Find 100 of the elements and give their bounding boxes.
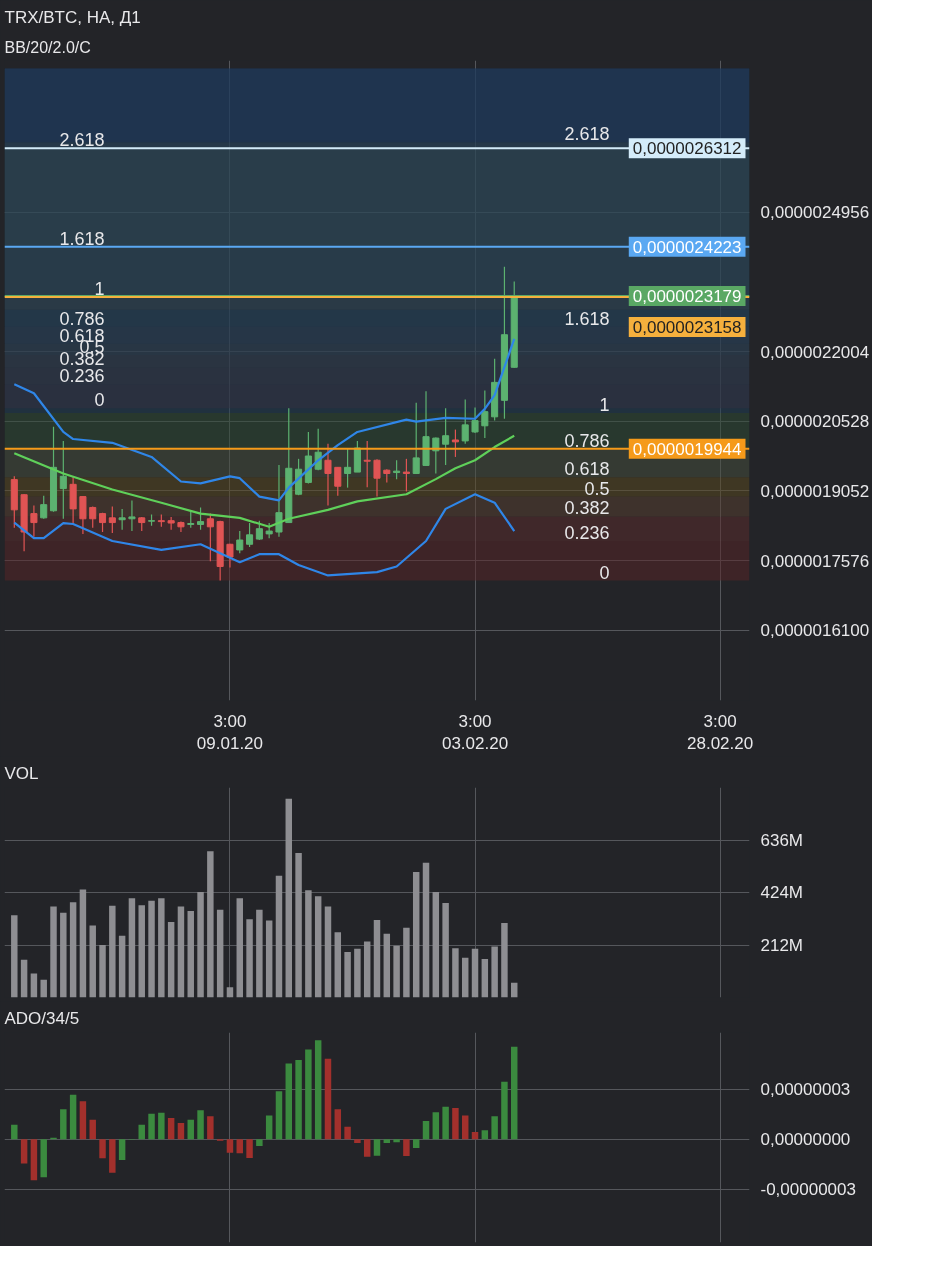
y-tick-label: 636M	[760, 830, 804, 850]
band-label: 0.5	[584, 478, 610, 499]
candlestick	[334, 466, 342, 497]
bar	[187, 1119, 194, 1140]
bar	[491, 1116, 498, 1140]
bar	[501, 922, 508, 998]
y-tick-label: 0,00000003	[760, 1080, 851, 1100]
bar	[324, 1058, 332, 1140]
bar	[158, 898, 165, 998]
bar	[236, 898, 243, 998]
ref-line-label: 0,0000023179	[632, 287, 742, 307]
bar	[207, 851, 214, 998]
bar	[412, 871, 420, 998]
y-tick-label: 0,0000024956	[760, 203, 870, 223]
bar	[373, 1139, 381, 1156]
bar	[177, 1123, 185, 1140]
line-series	[13, 493, 516, 577]
bar	[344, 1126, 351, 1140]
candlestick	[30, 504, 38, 538]
ref-line-label: 0,0000026312	[632, 139, 742, 159]
bar	[432, 1112, 440, 1140]
candlestick	[197, 506, 205, 531]
bar	[354, 948, 361, 998]
bar	[452, 1108, 459, 1140]
band-label: 0.236	[59, 366, 105, 387]
bar	[403, 1139, 410, 1156]
candlestick	[167, 516, 175, 531]
bar	[207, 1116, 214, 1140]
ref-line-label: 0,0000024223	[632, 237, 742, 257]
bar	[422, 862, 430, 998]
chart-subtitle: BB/20/2.0/C	[4, 38, 91, 56]
y-tick-label: 0,0000020528	[760, 412, 870, 432]
bar	[334, 1109, 342, 1140]
y-tick-label: 424M	[760, 883, 804, 903]
band-label: 1.618	[564, 308, 610, 329]
bar	[275, 875, 283, 998]
y-tick-label: 212M	[760, 935, 804, 955]
bar	[265, 1115, 273, 1140]
y-tick-label: 0,00000000	[760, 1130, 851, 1150]
bar	[471, 1132, 479, 1140]
candlestick	[373, 458, 381, 498]
band-label: 1.618	[59, 228, 105, 249]
bar	[11, 915, 18, 998]
candlestick	[471, 406, 479, 434]
candlestick	[393, 459, 401, 480]
bar	[99, 944, 106, 998]
bar	[167, 921, 175, 998]
bar	[60, 1109, 67, 1140]
bar	[167, 1118, 175, 1140]
bar	[363, 1139, 371, 1157]
bar	[79, 1101, 87, 1140]
candlestick	[412, 402, 420, 475]
bar	[69, 1094, 77, 1140]
candlestick	[344, 447, 352, 489]
band-label: 0	[94, 390, 105, 411]
bar	[148, 900, 155, 998]
bar	[383, 933, 391, 998]
chart-title: VOL	[4, 763, 39, 783]
bar	[461, 1115, 469, 1140]
bar	[50, 906, 57, 998]
candlestick	[461, 398, 469, 445]
bar	[481, 958, 489, 998]
bar	[226, 1139, 234, 1153]
candlestick	[108, 505, 116, 534]
bar	[138, 1124, 145, 1140]
candlestick	[128, 499, 136, 532]
bar	[412, 1139, 420, 1148]
bar	[99, 1139, 106, 1159]
bar	[305, 890, 312, 998]
bar	[452, 948, 459, 998]
candlestick	[481, 389, 489, 439]
ref-line-label: 0,0000023158	[632, 318, 742, 338]
bar	[442, 902, 449, 998]
line-series	[13, 434, 516, 528]
band-label: 0	[599, 562, 610, 583]
bar	[158, 1112, 165, 1140]
candlestick	[40, 495, 48, 520]
bar	[442, 1106, 449, 1140]
bar	[40, 979, 47, 998]
bar	[109, 905, 116, 998]
bar	[334, 932, 342, 998]
bar	[118, 1139, 126, 1160]
bar	[128, 898, 136, 998]
bar	[393, 1139, 400, 1143]
bar	[383, 1139, 391, 1143]
band-label: 2.618	[59, 130, 105, 151]
bar	[275, 1091, 283, 1140]
ref-line-label: 0,0000019944	[632, 439, 742, 459]
bar	[481, 1130, 489, 1140]
band-label: 2.618	[564, 124, 610, 145]
candlestick	[442, 407, 450, 466]
bar	[491, 946, 498, 998]
bar	[109, 1139, 116, 1173]
bar	[177, 906, 185, 998]
y-tick-label: 0,0000019052	[760, 481, 870, 501]
candlestick	[246, 522, 254, 548]
bar	[256, 1139, 263, 1146]
chart-title: TRX/BTC, НА, Д1	[4, 7, 141, 27]
band-label: 0.786	[59, 308, 105, 329]
bar	[256, 909, 263, 998]
